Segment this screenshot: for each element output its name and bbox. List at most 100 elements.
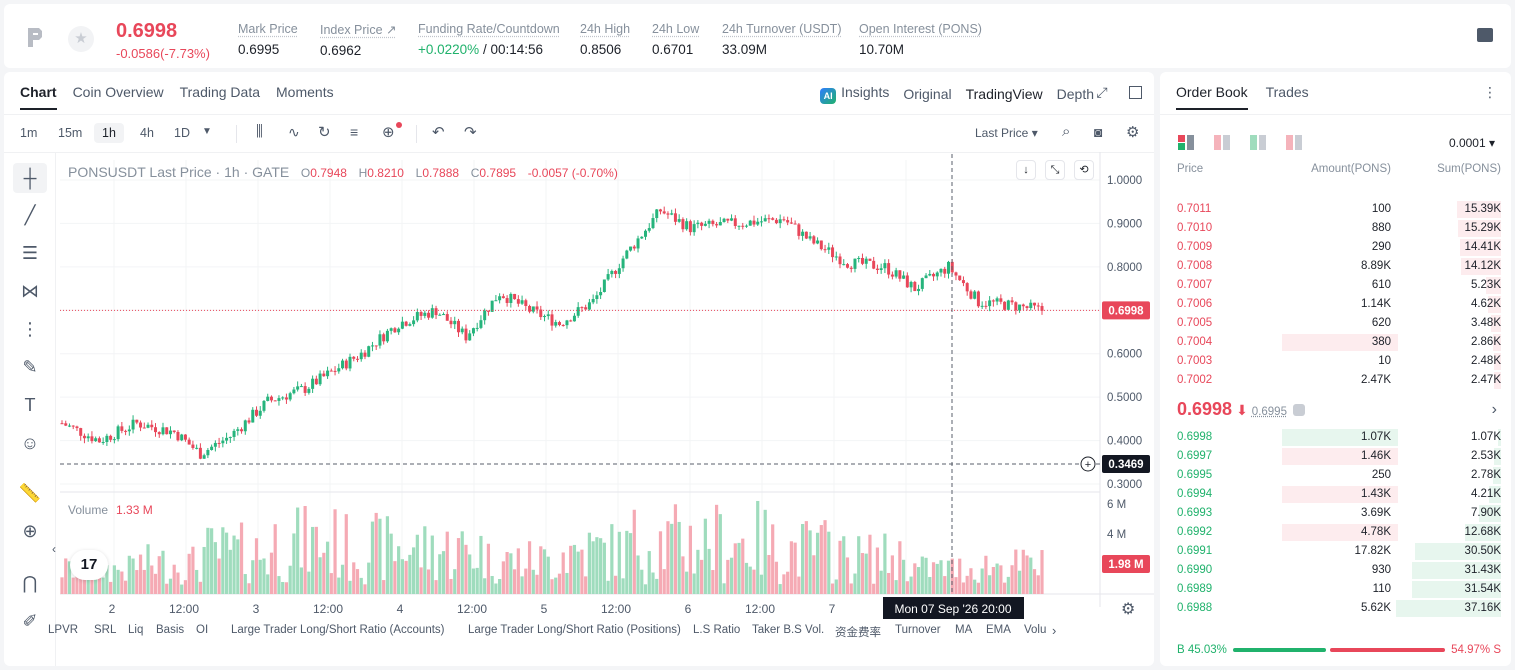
indicator-ema[interactable]: EMA (986, 624, 1011, 636)
horizontal-lines-tool-icon[interactable]: ☰ (21, 243, 39, 263)
tab-coin-overview[interactable]: Coin Overview (72, 84, 164, 100)
indicators-icon[interactable]: ∿ (288, 124, 300, 140)
precision-select[interactable]: 0.0001 ▾ (1448, 136, 1495, 150)
bid-row[interactable]: 0.6997 1.46K 2.53K (1160, 447, 1511, 466)
mode-asks-only-icon[interactable] (1286, 135, 1302, 151)
magnet-tool-icon[interactable]: ⋂ (22, 573, 38, 593)
more-options-icon[interactable]: ⋮ (1483, 84, 1497, 100)
fib-tool-icon[interactable]: ⋮ (21, 319, 39, 339)
mode-both-icon[interactable] (1178, 135, 1194, 151)
tab-moments[interactable]: Moments (276, 84, 334, 100)
favorite-star-icon[interactable]: ★ (68, 26, 94, 52)
tab-trades[interactable]: Trades (1265, 84, 1309, 100)
stat-mark-price[interactable]: Mark Price 0.6995 (238, 22, 298, 57)
interval-15m[interactable]: 15m (58, 126, 83, 140)
interval-1h[interactable]: 1h (94, 123, 124, 143)
indicator-srl[interactable]: SRL (94, 624, 117, 636)
indicator-taker-bs-vol[interactable]: Taker B.S Vol. (752, 624, 825, 636)
brush-tool-icon[interactable]: ✎ (22, 357, 38, 377)
interval-1m[interactable]: 1m (20, 126, 38, 140)
stat-funding-rate[interactable]: Funding Rate/Countdown +0.0220% / 00:14:5… (418, 22, 560, 57)
collapse-left-icon[interactable]: ‹ (52, 542, 56, 556)
ask-row[interactable]: 0.7003 10 2.48K (1160, 352, 1511, 371)
measure-tool-icon[interactable]: 📏 (18, 483, 42, 503)
ask-row[interactable]: 0.7005 620 3.48K (1160, 314, 1511, 333)
template-icon[interactable]: ≡ (350, 124, 359, 140)
ask-row[interactable]: 0.7008 8.89K 14.12K (1160, 257, 1511, 276)
indicator-funding-rate[interactable]: 资金费率 (835, 627, 881, 639)
indicator-ls-ratio[interactable]: L.S Ratio (693, 624, 741, 636)
edit-lock-tool-icon[interactable]: ✐ (22, 611, 38, 631)
indicator-ltlsr-accounts[interactable]: Large Trader Long/Short Ratio (Accounts) (231, 624, 445, 636)
ask-row[interactable]: 0.7007 610 5.23K (1160, 276, 1511, 295)
interval-dropdown-icon[interactable]: ▼ (202, 126, 212, 137)
replay-icon[interactable]: ↻ (318, 124, 331, 141)
bid-row[interactable]: 0.6995 250 2.78K (1160, 466, 1511, 485)
ask-row[interactable]: 0.7002 2.47K 2.47K (1160, 371, 1511, 390)
fullscreen-icon[interactable] (1129, 86, 1142, 99)
scroll-down-icon[interactable]: ↓ (1016, 160, 1036, 180)
expand-icon[interactable]: ⤢ (1096, 84, 1108, 100)
price-source-select[interactable]: Last Price ▾ (975, 126, 1038, 140)
bid-row[interactable]: 0.6989 110 31.54K (1160, 580, 1511, 599)
ask-row[interactable]: 0.7011 100 15.39K (1160, 200, 1511, 219)
stat-open-interest[interactable]: Open Interest (PONS) 10.70M (859, 22, 982, 57)
bid-row[interactable]: 0.6998 1.07K 1.07K (1160, 428, 1511, 447)
bid-row[interactable]: 0.6992 4.78K 12.68K (1160, 523, 1511, 542)
zoom-tool-icon[interactable]: ⊕ (22, 521, 38, 541)
chart-settings-icon[interactable]: ⚙ (1121, 601, 1136, 618)
bid-row[interactable]: 0.6991 17.82K 30.50K (1160, 542, 1511, 561)
camera-icon[interactable]: ◙ (1094, 124, 1103, 140)
bid-row[interactable]: 0.6988 5.62K 37.16K (1160, 599, 1511, 618)
candle-body (995, 298, 999, 302)
tab-chart[interactable]: Chart (20, 84, 57, 110)
volume-bar (887, 572, 891, 594)
collapse-icon[interactable]: ⤡ (1045, 160, 1065, 180)
mid-price-row[interactable]: 0.6998 ⬇ 0.6995 › (1177, 399, 1497, 423)
candle-type-icon[interactable]: ⫼ (256, 123, 263, 140)
emoji-tool-icon[interactable]: ☺ (20, 433, 40, 453)
mode-asks-icon[interactable] (1214, 135, 1230, 151)
indicator-turnover[interactable]: Turnover (895, 624, 941, 636)
text-tool-icon[interactable]: T (24, 395, 36, 415)
interval-1d[interactable]: 1D (174, 126, 190, 140)
price-chart[interactable]: +1.00000.90000.80000.70000.60000.50000.4… (4, 72, 1154, 666)
stat-index-price[interactable]: Index Price ↗ 0.6962 (320, 23, 397, 58)
switch-scale-icon[interactable]: ⟲ (1074, 160, 1094, 180)
chevron-right-icon[interactable]: › (1491, 401, 1497, 418)
ask-row[interactable]: 0.7009 290 14.41K (1160, 238, 1511, 257)
indicator-more-icon[interactable]: › (1052, 623, 1057, 638)
crosshair-tool-icon[interactable]: ┼ (13, 163, 47, 193)
redo-icon[interactable]: ↷ (464, 124, 477, 141)
indicator-ma[interactable]: MA (955, 624, 973, 636)
indicator-basis[interactable]: Basis (156, 624, 185, 636)
bid-row[interactable]: 0.6993 3.69K 7.90K (1160, 504, 1511, 523)
book-icon[interactable] (1477, 28, 1493, 42)
search-icon[interactable]: ⌕ (1062, 123, 1071, 140)
settings-gear-icon[interactable]: ⚙ (1126, 124, 1140, 141)
bid-row[interactable]: 0.6990 930 31.43K (1160, 561, 1511, 580)
tab-order-book[interactable]: Order Book (1176, 84, 1248, 110)
indicator-volume[interactable]: Volu (1024, 624, 1047, 636)
ask-row[interactable]: 0.7006 1.14K 4.62K (1160, 295, 1511, 314)
tab-original[interactable]: Original (903, 86, 952, 102)
indicator-ltlsr-positions[interactable]: Large Trader Long/Short Ratio (Positions… (468, 624, 681, 636)
indicator-oi[interactable]: OI (196, 624, 209, 636)
pattern-tool-icon[interactable]: ⋈ (21, 281, 39, 301)
ask-row[interactable]: 0.7004 380 2.86K (1160, 333, 1511, 352)
trend-line-tool-icon[interactable]: ╱ (24, 205, 36, 225)
tab-insights[interactable]: AI Insights (820, 84, 889, 104)
mode-bids-icon[interactable] (1250, 135, 1266, 151)
interval-4h[interactable]: 4h (140, 126, 154, 140)
tab-tradingview[interactable]: TradingView (965, 86, 1043, 102)
candle-body (475, 327, 479, 329)
tab-trading-data[interactable]: Trading Data (179, 84, 261, 100)
add-alert-icon[interactable]: ⊕ (382, 124, 395, 141)
bid-row[interactable]: 0.6994 1.43K 4.21K (1160, 485, 1511, 504)
indicator-liq[interactable]: Liq (128, 624, 144, 636)
ask-row[interactable]: 0.7010 880 15.29K (1160, 219, 1511, 238)
crosshair-plus-icon[interactable] (1080, 456, 1096, 472)
tab-depth[interactable]: Depth (1056, 86, 1094, 102)
indicator-lpvr[interactable]: LPVR (48, 624, 79, 636)
undo-icon[interactable]: ↶ (432, 124, 445, 141)
